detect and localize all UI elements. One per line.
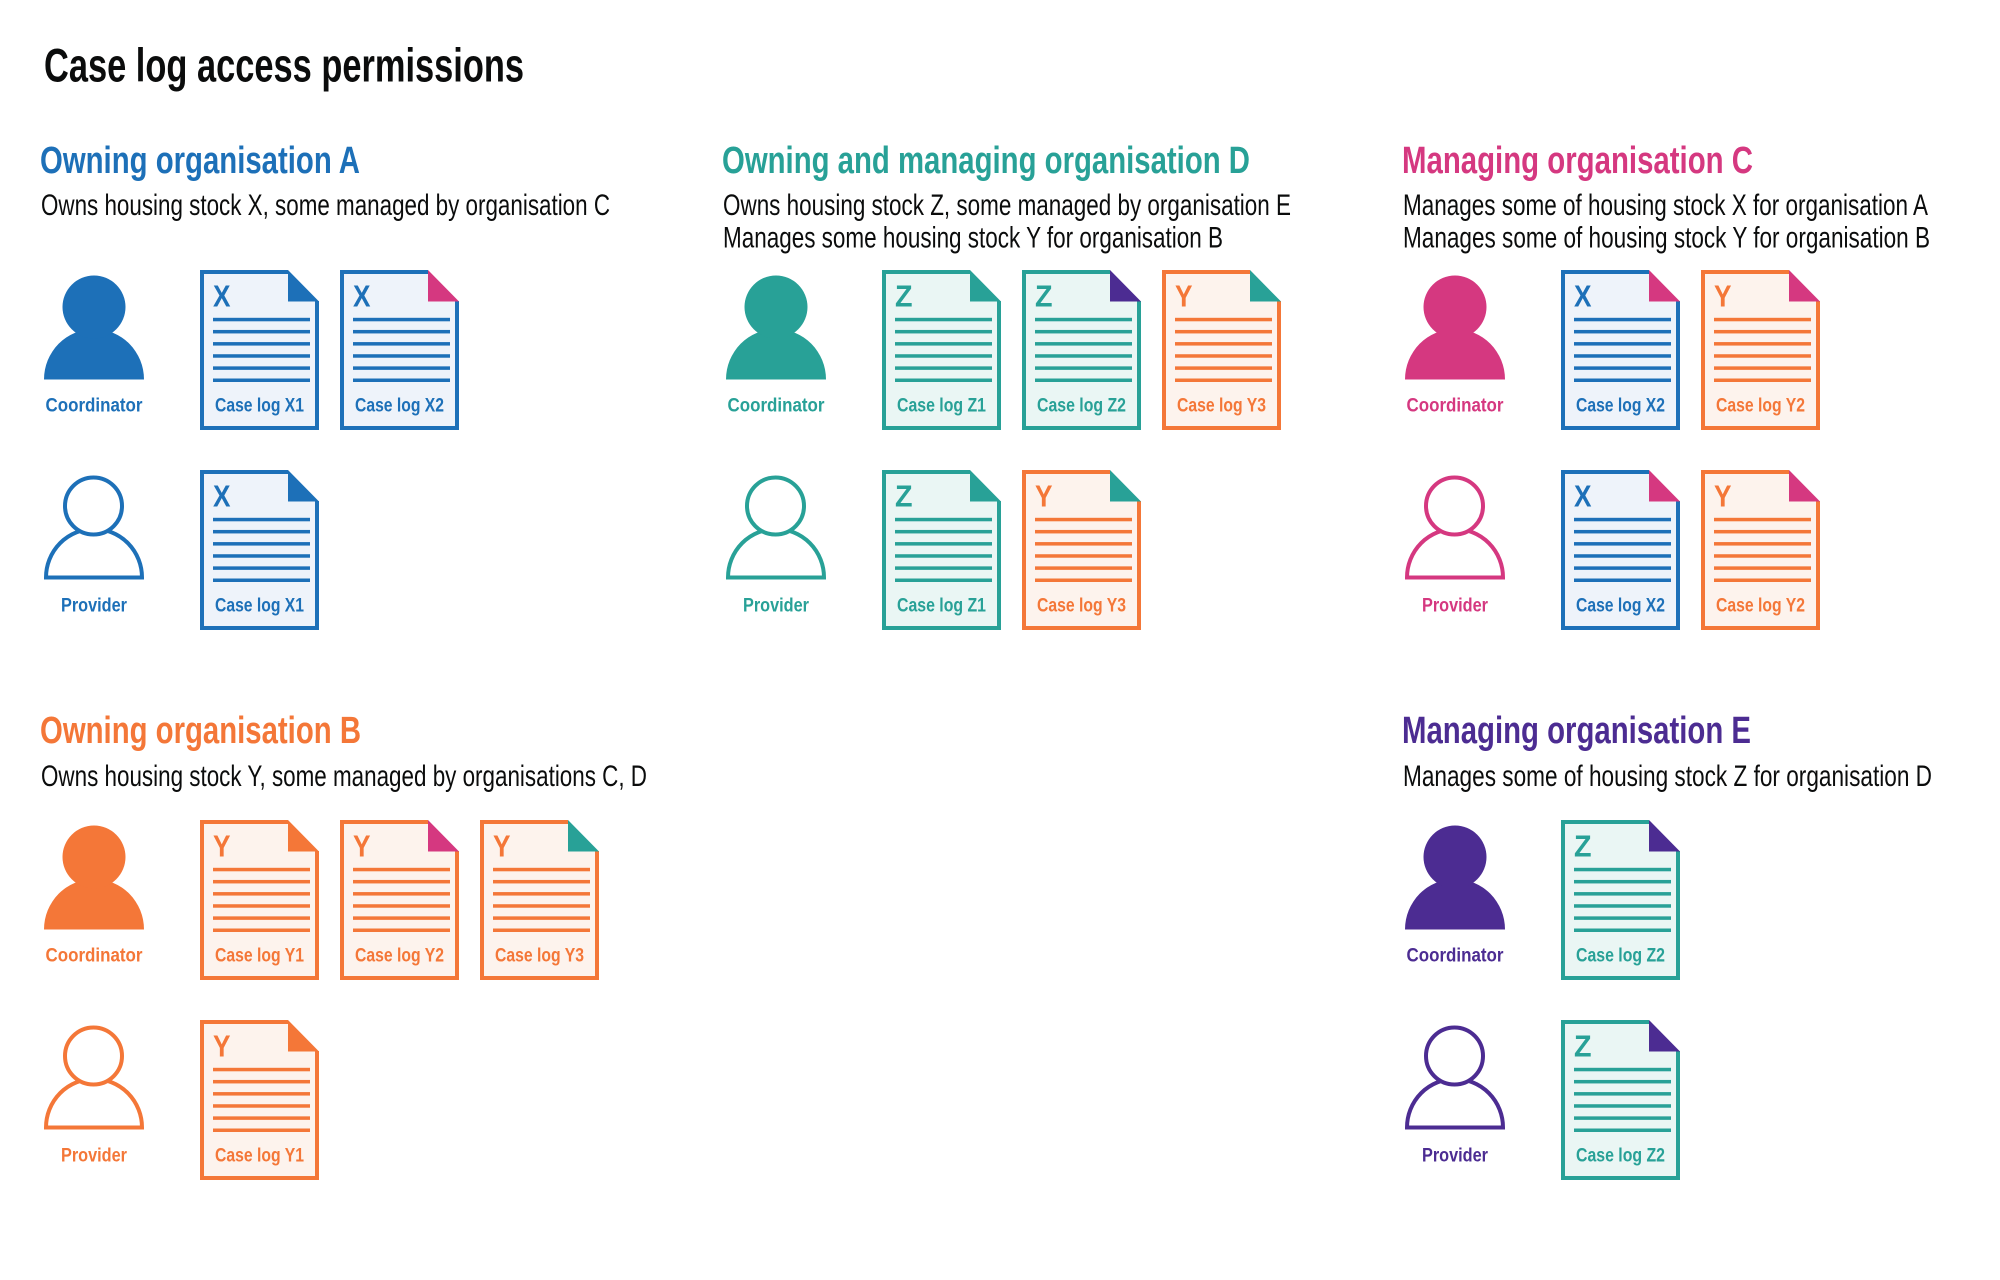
svg-text:Z: Z	[895, 479, 913, 514]
svg-text:Provider: Provider	[1422, 1145, 1488, 1167]
svg-text:Case log X1: Case log X1	[215, 395, 304, 417]
svg-text:Owns housing stock X, some man: Owns housing stock X, some managed by or…	[41, 189, 610, 222]
svg-text:Y: Y	[353, 829, 371, 864]
svg-text:Case log Y3: Case log Y3	[1037, 595, 1126, 617]
svg-text:Coordinator: Coordinator	[1407, 945, 1504, 967]
svg-text:Case log Z2: Case log Z2	[1576, 945, 1665, 967]
svg-text:X: X	[353, 279, 371, 314]
svg-text:X: X	[1574, 479, 1592, 514]
svg-text:Case log Y2: Case log Y2	[1716, 395, 1805, 417]
svg-text:Case log Y1: Case log Y1	[215, 1145, 304, 1167]
svg-text:Owning organisation A: Owning organisation A	[40, 140, 360, 182]
svg-text:X: X	[213, 479, 231, 514]
svg-text:Managing organisation C: Managing organisation C	[1402, 140, 1753, 182]
svg-text:Y: Y	[1714, 279, 1732, 314]
svg-text:Z: Z	[1574, 1029, 1592, 1064]
svg-text:Case log X2: Case log X2	[355, 395, 444, 417]
svg-text:Z: Z	[1035, 279, 1053, 314]
svg-text:Owning organisation B: Owning organisation B	[40, 710, 361, 752]
svg-text:Coordinator: Coordinator	[46, 945, 143, 967]
svg-text:Manages some of housing stock: Manages some of housing stock Y for orga…	[1403, 222, 1930, 255]
svg-text:Manages some of housing stock: Manages some of housing stock Z for orga…	[1403, 760, 1932, 793]
svg-text:Coordinator: Coordinator	[46, 395, 143, 417]
svg-text:Case log Y1: Case log Y1	[215, 945, 304, 967]
svg-text:Y: Y	[493, 829, 511, 864]
svg-text:Owns housing stock Z, some man: Owns housing stock Z, some managed by or…	[723, 189, 1291, 222]
svg-text:Case log Z2: Case log Z2	[1576, 1145, 1665, 1167]
svg-text:X: X	[213, 279, 231, 314]
svg-text:X: X	[1574, 279, 1592, 314]
svg-text:Case log Y2: Case log Y2	[355, 945, 444, 967]
svg-text:Case log access permissions: Case log access permissions	[44, 39, 524, 92]
svg-text:Case log X2: Case log X2	[1576, 395, 1665, 417]
svg-text:Y: Y	[213, 829, 231, 864]
svg-text:Y: Y	[1175, 279, 1193, 314]
svg-text:Y: Y	[1714, 479, 1732, 514]
svg-text:Owning and managing organisati: Owning and managing organisation D	[722, 140, 1250, 182]
svg-text:Y: Y	[1035, 479, 1053, 514]
svg-text:Provider: Provider	[1422, 595, 1488, 617]
svg-text:Provider: Provider	[61, 1145, 127, 1167]
svg-text:Provider: Provider	[743, 595, 809, 617]
svg-text:Case log X1: Case log X1	[215, 595, 304, 617]
svg-text:Y: Y	[213, 1029, 231, 1064]
svg-text:Case log Z1: Case log Z1	[897, 395, 986, 417]
svg-text:Provider: Provider	[61, 595, 127, 617]
svg-text:Managing organisation E: Managing organisation E	[1402, 710, 1751, 752]
svg-text:Z: Z	[1574, 829, 1592, 864]
svg-text:Case log Z1: Case log Z1	[897, 595, 986, 617]
svg-text:Manages some of housing stock: Manages some of housing stock X for orga…	[1403, 189, 1928, 222]
svg-text:Manages some housing stock Y f: Manages some housing stock Y for organis…	[723, 222, 1223, 255]
svg-text:Case log X2: Case log X2	[1576, 595, 1665, 617]
svg-text:Case log Y2: Case log Y2	[1716, 595, 1805, 617]
svg-text:Case log Z2: Case log Z2	[1037, 395, 1126, 417]
svg-text:Case log Y3: Case log Y3	[495, 945, 584, 967]
svg-text:Case log Y3: Case log Y3	[1177, 395, 1266, 417]
svg-text:Coordinator: Coordinator	[1407, 395, 1504, 417]
svg-text:Z: Z	[895, 279, 913, 314]
svg-text:Coordinator: Coordinator	[728, 395, 825, 417]
svg-text:Owns housing stock Y, some man: Owns housing stock Y, some managed by or…	[41, 760, 647, 793]
